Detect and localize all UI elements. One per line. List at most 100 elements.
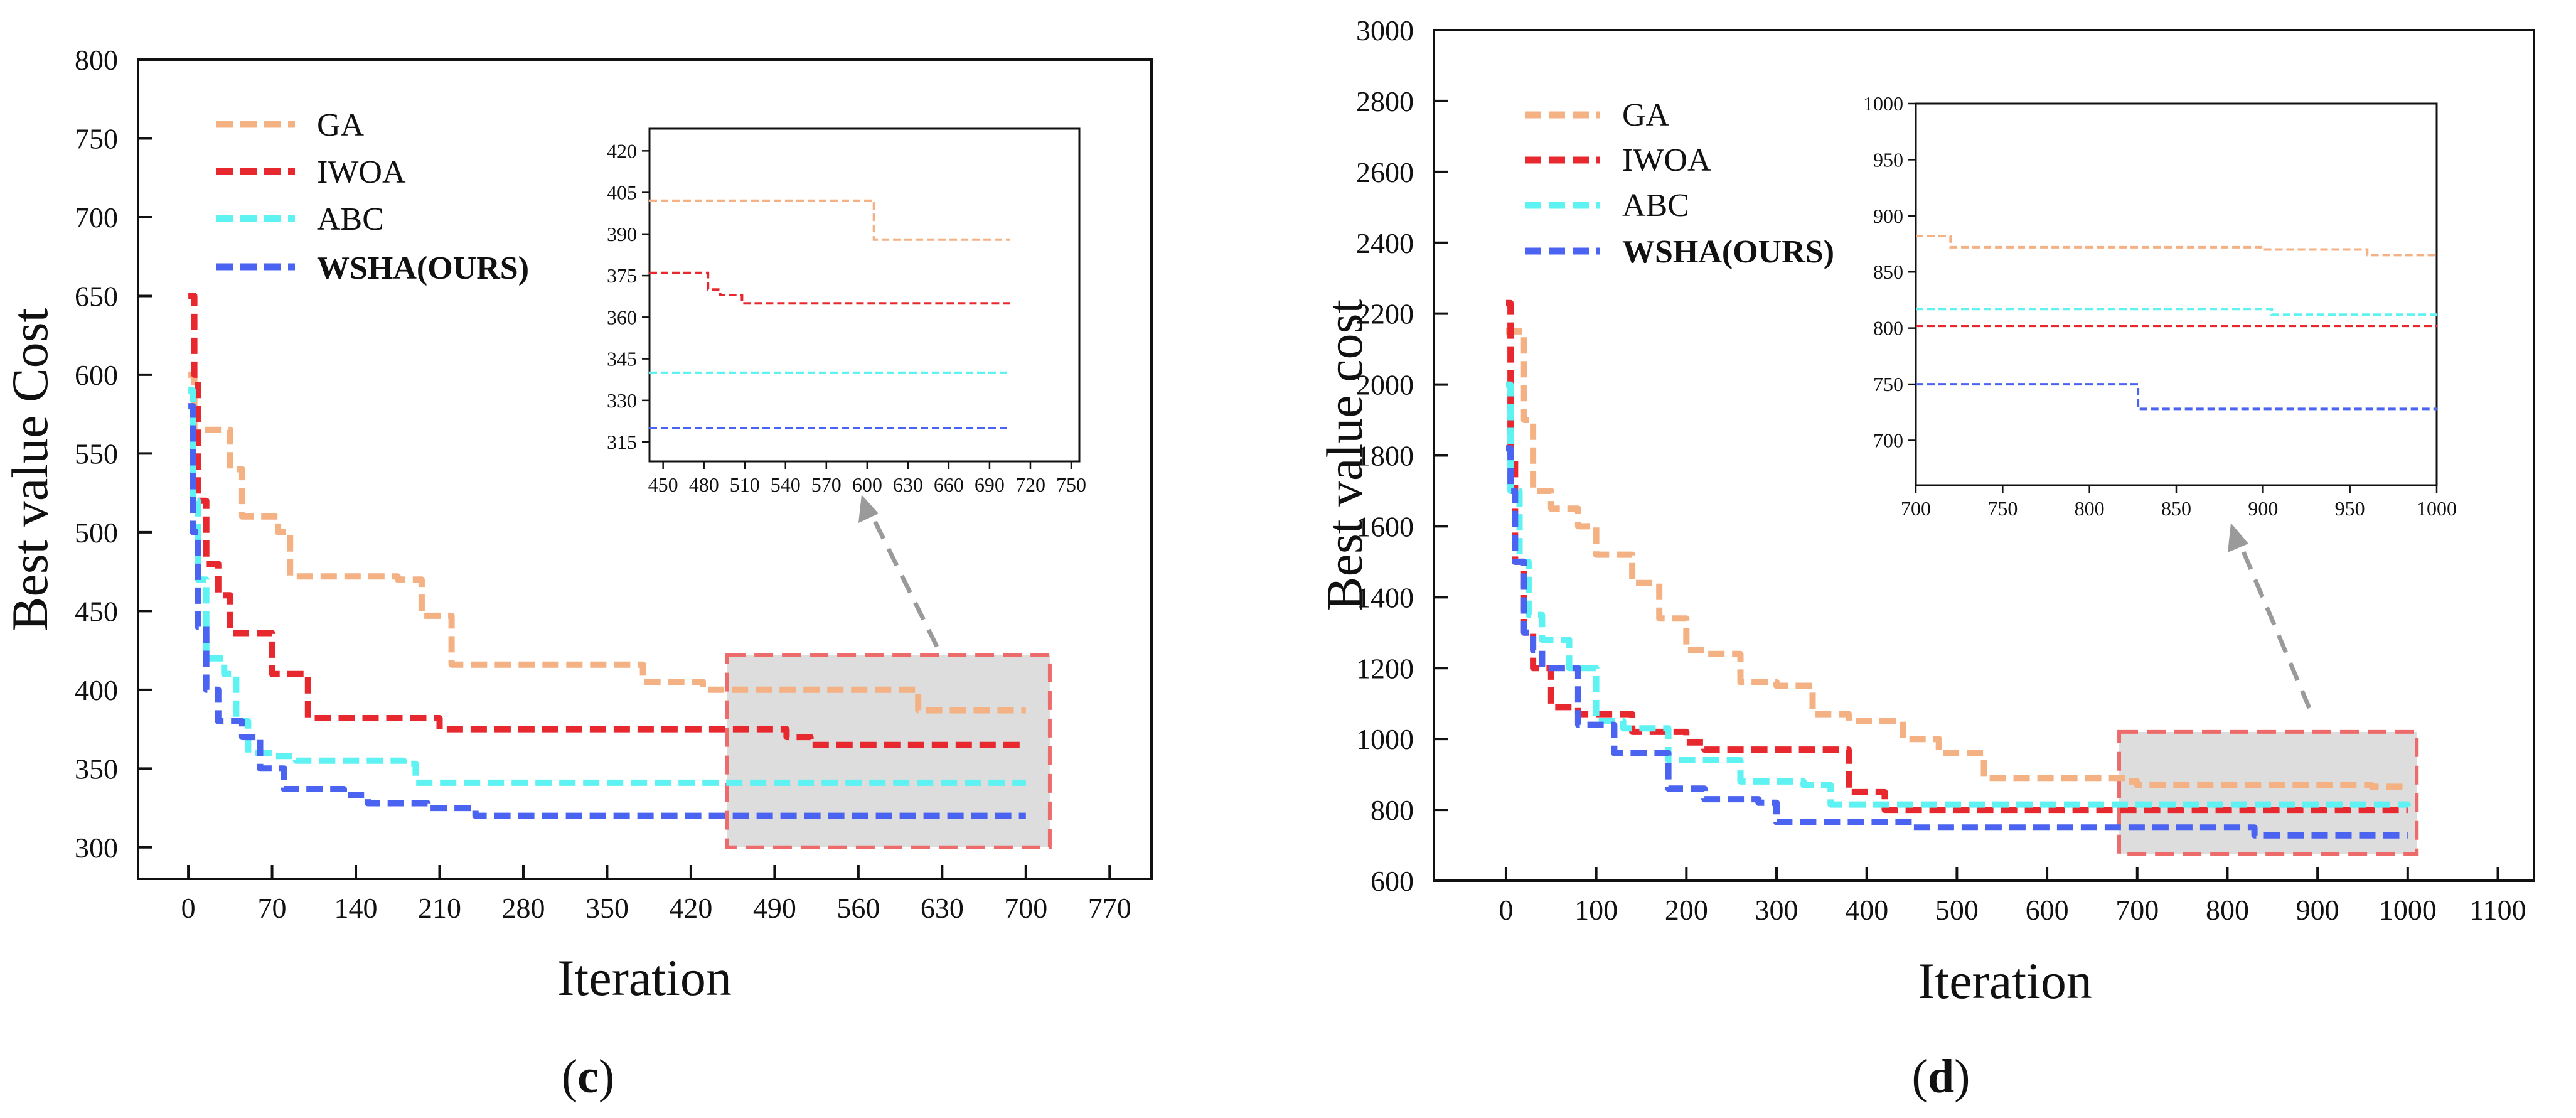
panel-d-inset-x-ticks: 700 750 800 850 900 950 1000 xyxy=(1901,485,2457,520)
panel-d-x-tick-label: 100 xyxy=(1574,894,1618,926)
panel-c-x-tick-label: 140 xyxy=(334,892,378,924)
panel-d-y-tick-label: 1000 xyxy=(1356,723,1414,755)
panel-d-y-tick-label: 1400 xyxy=(1356,581,1414,613)
panel-c-inset-series-iwoa xyxy=(649,271,1010,305)
panel-d-y-ticks: 600 800 1000 1200 1400 1600 1800 2000 2200 2400 26… xyxy=(1356,14,1448,897)
panel-d-inset-series-abc xyxy=(1916,308,2437,316)
panel-c-inset-x-tick-label: 450 xyxy=(648,473,678,496)
panel-c-inset-y-tick-label: 330 xyxy=(607,389,637,412)
panel-d-x-tick-label: 1000 xyxy=(2379,894,2437,926)
panel-c-inset-y-tick-label: 390 xyxy=(607,223,637,245)
panel-c-zoom-arrow xyxy=(865,506,939,648)
panel-d-inset-x-tick-label: 1000 xyxy=(2417,497,2457,520)
panel-d-x-tick-label: 1100 xyxy=(2469,894,2526,926)
panel-c-inset-x-tick-label: 690 xyxy=(975,473,1005,496)
panel-c-legend-label-iwoa: IWOA xyxy=(317,154,406,190)
panel-c-legend-label-wsha: WSHA(OURS) xyxy=(317,250,529,286)
panel-d-x-tick-label: 0 xyxy=(1499,894,1513,926)
panel-c-y-tick-label: 750 xyxy=(75,122,118,154)
panel-d-y-tick-label: 600 xyxy=(1371,865,1414,897)
panel-c-x-ticks: 0 70 140 210 280 350 420 490 560 630 700 770 xyxy=(181,865,1131,924)
panel-c-inset-y-tick-label: 345 xyxy=(607,348,637,370)
panel-c-label: (c) xyxy=(562,1050,614,1103)
panel-c-inset-y-tick-label: 405 xyxy=(607,181,637,204)
panel-d-inset-x-tick-label: 700 xyxy=(1901,497,1931,520)
panel-d-y-tick-label: 1600 xyxy=(1356,510,1414,542)
panel-d-y-tick-label: 2600 xyxy=(1356,156,1414,188)
panel-c-inset-x-ticks: 450 480 510 540 570 600 630 660 690 720 750 xyxy=(648,461,1086,496)
panel-d-series-ga xyxy=(1506,328,2408,790)
panel-d-inset-y-tick-label: 700 xyxy=(1873,429,1903,451)
panel-d-series-lines xyxy=(1506,299,2411,839)
panel-d-legend-label-ga: GA xyxy=(1622,97,1670,133)
panel-d-y-tick-label: 2000 xyxy=(1356,369,1414,401)
panel-c-x-tick-label: 560 xyxy=(836,892,880,924)
panel-c-inset-y-tick-label: 375 xyxy=(607,264,637,287)
panel-d-inset-y-tick-label: 750 xyxy=(1873,373,1903,395)
panel-c-inset-x-tick-label: 630 xyxy=(893,473,923,496)
panel-c-inset-y-ticks: 315 330 345 360 375 390 405 420 xyxy=(607,139,649,453)
panel-c-inset-frame xyxy=(648,127,1081,463)
panel-d-series-wsha-ours xyxy=(1506,445,2408,839)
panel-c-x-tick-label: 0 xyxy=(181,892,196,924)
panel-d-inset-x-tick-label: 850 xyxy=(2161,497,2191,520)
panel-c-inset-x-tick-label: 510 xyxy=(730,473,760,496)
panel-c-y-tick-label: 400 xyxy=(75,674,118,706)
panel-d-x-tick-label: 600 xyxy=(2026,894,2069,926)
panel-c-x-tick-label: 420 xyxy=(669,892,712,924)
panel-c-inset-x-tick-label: 570 xyxy=(811,473,842,496)
panel-d-inset-x-tick-label: 750 xyxy=(1987,497,2018,520)
panel-c-inset-y-tick-label: 315 xyxy=(607,431,637,453)
panel-d-y-tick-label: 2400 xyxy=(1356,227,1414,259)
panel-c-inset-lines xyxy=(649,199,1010,429)
panel-c-x-tick-label: 210 xyxy=(418,892,461,924)
panel-c-inset-x-tick-label: 600 xyxy=(852,473,882,496)
panel-d-x-tick-label: 400 xyxy=(1845,894,1888,926)
panel-c-y-tick-label: 600 xyxy=(75,359,118,391)
panel-d-inset-x-tick-label: 800 xyxy=(2075,497,2105,520)
panel-d-inset-y-tick-label: 950 xyxy=(1873,148,1903,171)
panel-c-series-lines xyxy=(188,293,1026,819)
panel-d-inset-frame xyxy=(1915,102,2438,486)
panel-d-zoom-arrowhead xyxy=(2228,523,2248,552)
panel-c-x-tick-label: 490 xyxy=(753,892,796,924)
panel-d-inset-y-tick-label: 900 xyxy=(1873,205,1903,227)
panel-d-y-tick-label: 1800 xyxy=(1356,440,1414,472)
panel-c-inset: 450 480 510 540 570 600 630 660 690 720 750 315 330… xyxy=(607,127,1086,496)
panel-d-y-axis-title: Best value cost xyxy=(1316,299,1373,611)
panel-c-inset-series-ga xyxy=(649,199,1010,241)
panel-d-y-tick-label: 2200 xyxy=(1356,298,1414,330)
panel-d-inset-y-tick-label: 1000 xyxy=(1863,92,1903,115)
panel-c-inset-x-tick-label: 540 xyxy=(771,473,801,496)
panel-d-inset: 700 750 800 850 900 950 1000 700 750 800 850 900 95… xyxy=(1863,92,2457,520)
panel-d-legend-label-iwoa: IWOA xyxy=(1622,142,1711,178)
panel-c-x-tick-label: 700 xyxy=(1004,892,1047,924)
panel-d-label: (d) xyxy=(1912,1050,1970,1103)
panel-c-inset-y-tick-label: 360 xyxy=(607,306,637,328)
panel-d-legend: GA IWOA ABC WSHA(OURS) xyxy=(1525,97,1834,270)
panel-c-inset-y-tick-label: 420 xyxy=(607,139,637,162)
panel-c-y-tick-label: 700 xyxy=(75,202,118,234)
panel-d: 0 100 200 300 400 500 600 700 800 900 1000 1100 600… xyxy=(1316,14,2535,1103)
panel-c-x-tick-label: 70 xyxy=(258,892,287,924)
panel-c-x-tick-label: 350 xyxy=(585,892,629,924)
panel-d-x-axis-title: Iteration xyxy=(1918,952,2092,1009)
panel-d-legend-label-abc: ABC xyxy=(1622,188,1689,223)
panel-c-y-tick-label: 550 xyxy=(75,438,118,470)
panel-c-y-tick-label: 350 xyxy=(75,753,118,785)
panel-c-zoom-arrowhead xyxy=(858,495,879,523)
panel-c-legend-label-ga: GA xyxy=(317,107,365,143)
panel-d-y-tick-label: 800 xyxy=(1371,794,1414,826)
panel-c-legend-label-abc: ABC xyxy=(317,202,384,237)
panel-c-inset-x-tick-label: 720 xyxy=(1015,473,1045,496)
panel-d-inset-y-ticks: 700 750 800 850 900 950 1000 xyxy=(1863,92,1916,451)
panel-d-legend-label-wsha: WSHA(OURS) xyxy=(1622,234,1834,270)
panel-d-x-tick-label: 900 xyxy=(2296,894,2339,926)
panel-d-x-tick-label: 300 xyxy=(1755,894,1798,926)
panel-d-x-tick-label: 700 xyxy=(2115,894,2159,926)
panel-d-zoom-arrow xyxy=(2235,535,2312,709)
panel-d-y-tick-label: 3000 xyxy=(1356,14,1414,46)
panel-c-x-axis-title: Iteration xyxy=(557,949,732,1006)
panel-c-series-wsha-ours xyxy=(188,403,1026,819)
